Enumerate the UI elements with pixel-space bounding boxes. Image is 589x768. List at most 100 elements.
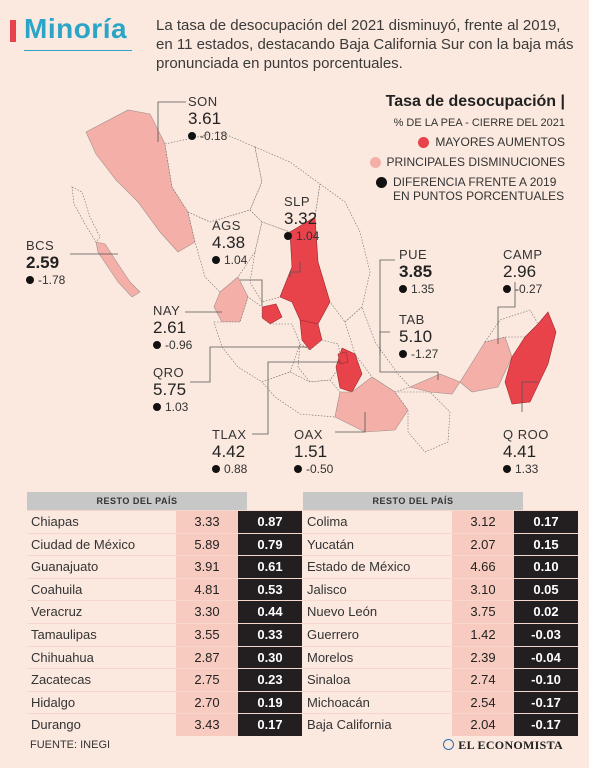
table-row: Tamaulipas 3.55 0.33 [27, 622, 302, 646]
table-cell-rate: 4.66 [452, 556, 514, 578]
state-diff: -1.78 [26, 273, 65, 287]
state-label-qroo: Q ROO 4.41 1.33 [503, 427, 549, 476]
legend: Tasa de desocupación | % DE LA PEA - CIE… [335, 93, 565, 203]
state-diff: 1.04 [212, 253, 247, 267]
state-rate: 4.42 [212, 442, 246, 461]
table-cell-state: Sinaloa [307, 672, 351, 688]
legend-increase-swatch [418, 137, 430, 148]
legend-item-increase: MAYORES AUMENTOS [335, 135, 565, 149]
state-diff: -0.27 [503, 282, 543, 296]
table-cell-rate: 3.43 [176, 714, 238, 736]
table-row: Zacatecas 2.75 0.23 [27, 668, 302, 691]
state-label-son: SON 3.61 -0.18 [188, 94, 227, 143]
table-cell-rate: 3.12 [452, 511, 514, 533]
table-cell-rate: 2.39 [452, 646, 514, 669]
state-rate: 4.41 [503, 442, 537, 461]
state-abbr: OAX [294, 427, 323, 442]
state-rate: 5.75 [153, 380, 187, 399]
state-diff: -0.96 [153, 338, 192, 352]
state-label-ags: AGS 4.38 1.04 [212, 218, 247, 267]
table-cell-rate: 2.70 [176, 691, 238, 714]
table-cell-diff: 0.19 [238, 691, 302, 714]
table-row: Yucatán 2.07 0.15 [303, 532, 578, 556]
state-rate: 3.61 [188, 109, 222, 128]
state-diff: -0.50 [294, 462, 333, 476]
table-left: RESTO DEL PAÍS Chiapas 3.33 0.87 Ciudad de … [27, 492, 302, 736]
state-abbr: TAB [399, 312, 425, 327]
state-label-bcs: BCS 2.59 -1.78 [26, 238, 65, 287]
map-state-coah [249, 146, 321, 233]
legend-decrease-swatch [369, 157, 381, 168]
table-row: Jalisco 3.10 0.05 [303, 577, 578, 601]
legend-difference-swatch [376, 177, 387, 188]
table-cell-rate: 2.87 [176, 646, 238, 669]
state-abbr: NAY [153, 303, 181, 318]
state-abbr: AGS [212, 218, 241, 233]
legend-item-label: PRINCIPALES DISMINUCIONES [386, 155, 565, 169]
table-cell-rate: 3.91 [176, 556, 238, 578]
state-abbr: PUE [399, 247, 428, 262]
table-cell-diff: -0.10 [514, 669, 578, 691]
table-right-header: RESTO DEL PAÍS [303, 492, 523, 510]
map-state-central [297, 339, 343, 383]
table-cell-diff: 0.10 [514, 556, 578, 578]
table-cell-diff: 0.17 [238, 714, 302, 736]
legend-subtitle: % DE LA PEA - CIERRE DEL 2021 [393, 117, 565, 129]
table-cell-state: Nuevo León [307, 604, 378, 620]
table-cell-state: Guanajuato [31, 559, 99, 575]
brand-name: EL ECONOMISTA [458, 738, 563, 752]
table-cell-state: Baja California [307, 717, 392, 733]
table-row: Ciudad de México 5.89 0.79 [27, 532, 302, 556]
state-abbr: BCS [26, 238, 55, 253]
legend-item-label: DIFERENCIA FRENTE A 2019 EN PUNTOS PORCE… [393, 175, 565, 203]
state-label-qro: QRO 5.75 1.03 [153, 365, 188, 414]
table-row: Baja California 2.04 -0.17 [303, 713, 578, 736]
table-row: Sinaloa 2.74 -0.10 [303, 668, 578, 691]
table-cell-diff: -0.04 [514, 646, 578, 669]
table-cell-state: Veracruz [31, 604, 83, 620]
table-cell-state: Estado de México [307, 559, 411, 575]
table-cell-state: Ciudad de México [31, 536, 136, 552]
legend-item-difference: DIFERENCIA FRENTE A 2019 EN PUNTOS PORCE… [335, 175, 565, 203]
table-cell-diff: -0.03 [514, 623, 578, 646]
state-diff: 1.03 [153, 400, 188, 414]
state-diff: -0.18 [188, 129, 227, 143]
table-cell-state: Coahuila [31, 581, 83, 597]
table-cell-diff: 0.53 [238, 578, 302, 601]
source-note: FUENTE: INEGI [30, 739, 111, 751]
state-abbr: SLP [284, 194, 311, 209]
table-cell-rate: 3.33 [176, 511, 238, 533]
table-cell-diff: 0.05 [514, 578, 578, 601]
table-cell-diff: 0.17 [514, 511, 578, 533]
table-cell-rate: 5.89 [176, 533, 238, 556]
table-row: Hidalgo 2.70 0.19 [27, 690, 302, 714]
state-abbr: TLAX [212, 427, 247, 442]
table-cell-state: Chihuahua [31, 649, 94, 665]
state-label-tab: TAB 5.10 -1.27 [399, 312, 438, 361]
table-cell-state: Guerrero [307, 626, 360, 642]
table-cell-rate: 2.75 [176, 669, 238, 691]
state-rate: 2.59 [26, 253, 60, 272]
map-state-jal-mich [213, 296, 301, 383]
map-state-chih [164, 131, 263, 223]
table-cell-diff: 0.33 [238, 623, 302, 646]
table-cell-rate: 2.07 [452, 533, 514, 556]
table-cell-state: Durango [31, 717, 81, 733]
header: Minoría La tasa de desocupación del 2021… [0, 0, 589, 90]
table-cell-state: Chiapas [31, 514, 79, 529]
state-label-tlax: TLAX 4.42 0.88 [212, 427, 247, 476]
table-cell-rate: 3.55 [176, 623, 238, 646]
legend-item-decrease: PRINCIPALES DISMINUCIONES [335, 155, 565, 169]
state-diff: 1.33 [503, 462, 549, 476]
brand-mark-icon [443, 739, 455, 750]
table-cell-rate: 3.30 [176, 601, 238, 623]
map-state-qroo [504, 311, 557, 405]
table-row: Guanajuato 3.91 0.61 [27, 555, 302, 578]
table-cell-rate: 4.81 [176, 578, 238, 601]
leader-lines [70, 101, 538, 435]
map-state-camp [459, 336, 513, 393]
table-row: Coahuila 4.81 0.53 [27, 577, 302, 601]
table-cell-state: Jalisco [307, 581, 347, 597]
table-cell-state: Hidalgo [31, 694, 76, 710]
state-rate: 2.61 [153, 318, 187, 337]
